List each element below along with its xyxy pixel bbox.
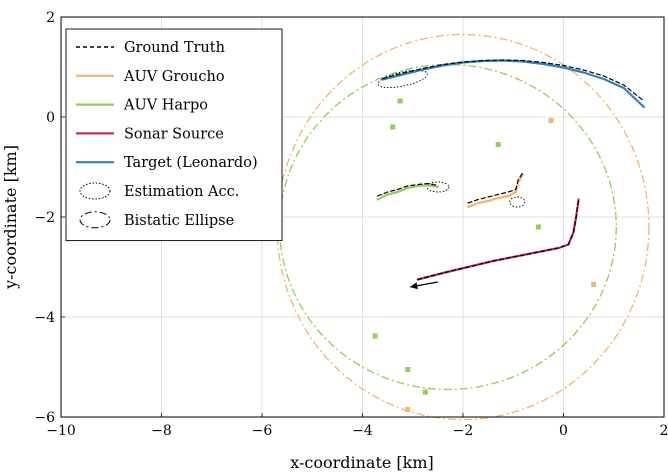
legend-box — [65, 28, 283, 242]
ground-truth-line — [417, 198, 580, 281]
legend-label-accuracy: Estimation Acc. — [124, 184, 239, 200]
heading-arrow — [410, 281, 438, 290]
marker-point — [405, 367, 411, 372]
series-line — [381, 59, 646, 109]
legend-label-bistatic: Bistatic Ellipse — [124, 213, 234, 229]
legend-swatch-bistatic — [79, 211, 111, 229]
y-tick-label: −4 — [34, 310, 55, 326]
y-axis-label: y-coordinate [km] — [1, 145, 20, 290]
markers — [372, 98, 597, 412]
accuracy-ellipse — [509, 196, 526, 208]
y-tick-label: 0 — [46, 110, 55, 126]
legend-label-ground_truth: Ground Truth — [124, 40, 225, 56]
x-tick-label: 0 — [559, 423, 568, 439]
arrow-head — [410, 282, 418, 290]
x-tick-label: −2 — [453, 423, 474, 439]
y-tick-label: 2 — [46, 10, 55, 26]
marker-point — [591, 282, 597, 287]
series-line — [466, 173, 525, 209]
legend-swatch-accuracy — [79, 182, 111, 200]
accuracy-ellipse — [426, 181, 450, 193]
x-tick-label: −8 — [151, 423, 172, 439]
ground-truth-line — [382, 59, 645, 102]
marker-point — [405, 407, 411, 412]
legend-label-target: Target (Leonardo) — [124, 155, 258, 171]
marker-point — [397, 98, 403, 104]
x-tick-label: −10 — [46, 423, 76, 439]
x-tick-label: −6 — [252, 423, 273, 439]
marker-point — [422, 389, 428, 395]
legend-label-harpo: AUV Harpo — [123, 98, 208, 114]
marker-point — [390, 124, 396, 130]
x-tick-label: 2 — [660, 423, 668, 439]
y-tick-label: −2 — [34, 210, 55, 226]
legend-label-sonar: Sonar Source — [124, 126, 224, 142]
marker-point — [372, 333, 378, 339]
legend-label-groucho: AUV Groucho — [123, 69, 225, 85]
marker-point — [548, 118, 554, 123]
ground-truth-line — [467, 171, 524, 204]
marker-point — [495, 142, 501, 147]
y-tick-label: −6 — [34, 410, 55, 426]
ground-truth-line — [377, 182, 439, 197]
legend: Ground Truth AUV Groucho AUV Harpo Sonar So… — [65, 28, 283, 242]
marker-point — [535, 224, 541, 230]
ticks: −10 −8 −6 −4 −2 0 2 −6 −4 −2 0 2 — [34, 10, 668, 439]
x-tick-label: −4 — [352, 423, 373, 439]
series-line — [376, 183, 439, 201]
series — [376, 59, 646, 281]
accuracy-ellipses — [377, 69, 526, 208]
accuracy-ellipse — [377, 69, 428, 89]
x-axis-label: x-coordinate [km] — [290, 453, 434, 472]
